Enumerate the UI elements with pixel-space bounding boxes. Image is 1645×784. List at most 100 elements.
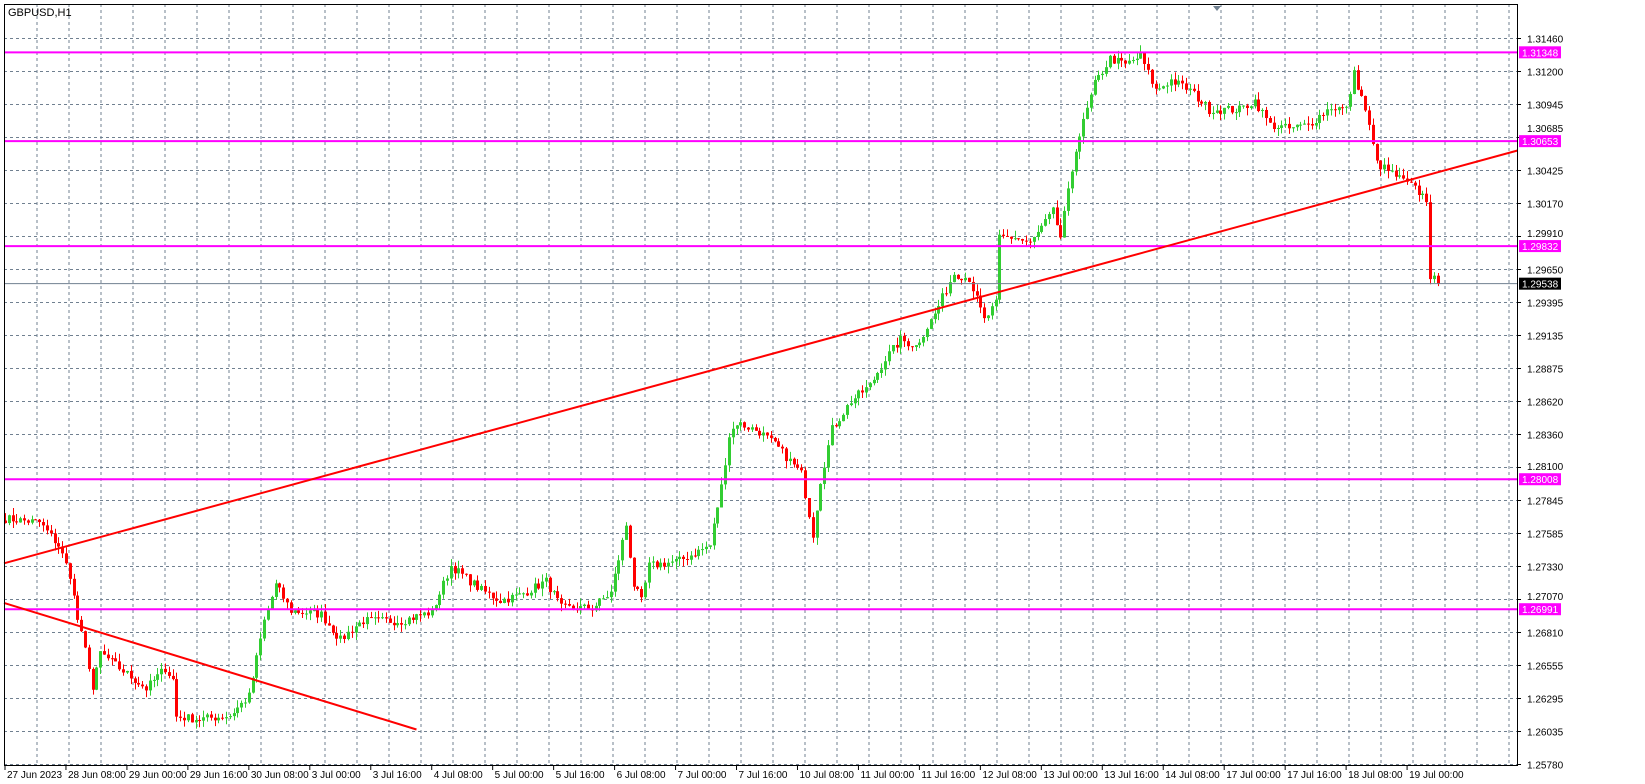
time-tick-label: 14 Jul 08:00 (1165, 770, 1220, 781)
candle-bearish (137, 682, 140, 685)
price-tick-label: 1.27585 (1527, 530, 1564, 541)
time-tick-label: 27 Jun 2023 (7, 770, 62, 781)
chart-shift-marker-icon[interactable] (1213, 6, 1221, 11)
candle-bearish (27, 520, 30, 523)
candle-bullish (1094, 79, 1097, 95)
level-price-tag (1519, 240, 1561, 253)
candle-bullish (728, 437, 731, 466)
candle-bearish (1410, 181, 1413, 183)
candle-bearish (297, 610, 300, 613)
trendline[interactable] (3, 149, 1518, 565)
candle-bearish (1143, 52, 1146, 64)
candle-bearish (1002, 234, 1005, 236)
candle-bullish (1284, 123, 1287, 126)
candle-bullish (541, 581, 544, 589)
candle-bullish (252, 677, 255, 693)
trendline[interactable] (3, 601, 417, 731)
candle-bullish (816, 510, 819, 538)
candle-bearish (316, 610, 319, 618)
candle-bearish (370, 617, 373, 619)
price-tick-label: 1.27845 (1527, 497, 1564, 508)
candle-bullish (1044, 219, 1047, 226)
candle-bearish (983, 307, 986, 319)
candle-bearish (1269, 118, 1272, 123)
candle-bearish (23, 518, 26, 521)
candle-bullish (1235, 112, 1238, 114)
candle-bullish (1166, 85, 1169, 87)
candle-bearish (15, 521, 18, 523)
candle-bearish (61, 546, 64, 554)
candle-bearish (1368, 110, 1371, 125)
candle-bearish (1124, 60, 1127, 64)
candle-bearish (572, 605, 575, 609)
candle-bullish (515, 594, 518, 596)
candle-bullish (374, 617, 377, 619)
candle-bullish (225, 717, 228, 719)
candle-bullish (233, 713, 236, 717)
candle-bearish (766, 432, 769, 436)
candle-bearish (758, 430, 761, 436)
candle-bullish (1105, 67, 1108, 74)
price-tick-label: 1.29650 (1527, 266, 1564, 277)
candle-bullish (720, 484, 723, 508)
price-tick-label: 1.29395 (1527, 299, 1564, 310)
candle-bullish (1177, 80, 1180, 85)
candle-bullish (518, 593, 521, 595)
candle-bearish (92, 668, 95, 690)
candle-bearish (1151, 69, 1154, 84)
candle-bearish (400, 623, 403, 625)
candle-bullish (511, 594, 514, 603)
candle-bullish (431, 608, 434, 616)
candle-bearish (682, 556, 685, 560)
candle-bullish (716, 507, 719, 524)
candle-bearish (103, 651, 106, 655)
candle-bearish (636, 586, 639, 590)
price-tick-label: 1.26555 (1527, 662, 1564, 673)
candle-bullish (915, 345, 918, 348)
candle-bearish (781, 446, 784, 449)
symbol-timeframe-label: GBPUSD,H1 (8, 7, 72, 19)
time-tick-label: 11 Jul 16:00 (921, 770, 975, 781)
candle-bullish (1330, 109, 1333, 111)
time-tick-label: 3 Jul 16:00 (373, 770, 422, 781)
candle-bearish (1219, 110, 1222, 114)
candle-bullish (1383, 164, 1386, 170)
candle-bearish (1231, 106, 1234, 113)
time-tick-label: 17 Jul 16:00 (1287, 770, 1342, 781)
candle-bearish (324, 611, 327, 624)
candle-bullish (602, 598, 605, 600)
candle-bullish (149, 680, 152, 691)
candle-bullish (1391, 170, 1394, 172)
candle-bearish (141, 684, 144, 687)
candle-bullish (187, 714, 190, 721)
time-tick-label: 12 Jul 08:00 (982, 770, 1037, 781)
price-tick-label: 1.29910 (1527, 229, 1564, 240)
candle-bearish (587, 604, 590, 609)
candle-bullish (1033, 236, 1036, 242)
candle-bearish (1265, 109, 1268, 119)
time-tick-label: 7 Jul 16:00 (739, 770, 788, 781)
candle-bearish (1311, 124, 1314, 126)
candle-bullish (1097, 75, 1100, 80)
time-tick-label: 13 Jul 16:00 (1104, 770, 1159, 781)
time-tick-label: 3 Jul 00:00 (312, 770, 361, 781)
candle-bearish (1185, 83, 1188, 90)
candle-bearish (507, 598, 510, 603)
candle-bullish (617, 560, 620, 574)
candle-bullish (1296, 124, 1299, 128)
candle-bearish (1379, 160, 1382, 170)
candle-bullish (621, 539, 624, 561)
candle-bullish (347, 631, 350, 640)
candle-bearish (301, 612, 304, 614)
candle-bullish (930, 319, 933, 329)
price-tick-label: 1.27070 (1527, 592, 1564, 603)
candle-bullish (819, 483, 822, 511)
candle-bullish (732, 428, 735, 438)
candle-bullish (846, 405, 849, 415)
candle-bearish (282, 587, 285, 599)
level-price-label: 1.26991 (1522, 605, 1559, 616)
candle-bearish (175, 679, 178, 717)
candle-bullish (522, 593, 525, 595)
candle-bearish (1197, 90, 1200, 102)
